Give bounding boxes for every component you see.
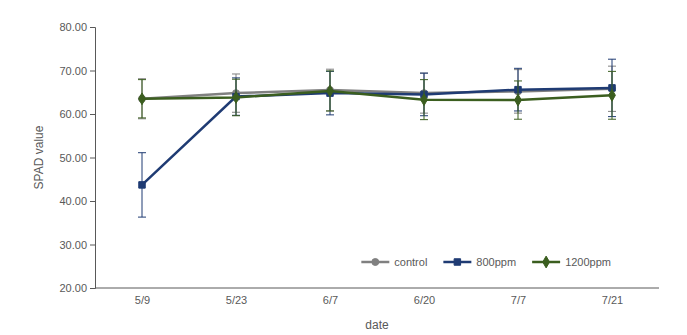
x-axis-title: date [365,318,389,332]
x-tick: 5/23 [226,288,247,306]
error-bar [138,79,146,119]
error-bar [138,80,146,118]
legend-marker [543,256,550,268]
y-axis-title: SPAD value [32,125,46,189]
error-bar-cap [608,119,616,120]
marker [139,182,145,188]
legend-item: 1200ppm [532,256,611,268]
series-line [142,88,612,185]
x-axis-line [95,288,659,289]
chart: 20.0030.0040.0050.0060.0070.0080.005/95/… [0,0,687,335]
y-tick-label: 50.00 [59,152,87,164]
y-tick: 30.00 [59,239,95,251]
error-bar-cap [138,118,146,119]
y-tick: 20.00 [59,282,95,294]
error-bar-cap [420,73,428,74]
y-tick-label: 60.00 [59,108,87,120]
error-bar [326,69,334,111]
error-bar-cap [608,71,616,72]
error-bar [138,153,146,217]
x-tick: 5/9 [135,288,150,306]
x-tick-label: 7/7 [511,294,526,306]
error-bar-cap [232,77,240,78]
plot-area [138,59,616,217]
error-bar [514,81,522,119]
series [138,71,616,120]
y-tick-mark [90,245,95,246]
y-tick-mark [90,201,95,202]
marker [139,93,146,105]
y-tick-label: 80.00 [59,21,87,33]
marker [327,85,334,97]
y-tick: 80.00 [59,21,95,33]
error-bar-cap [232,115,240,116]
error-bar [608,71,616,119]
error-bar-cap [420,73,428,74]
y-tick-mark [90,71,95,72]
series-line [142,91,612,100]
y-tick-label: 20.00 [59,282,87,294]
error-bar-cap [514,80,522,81]
x-tick-label: 6/20 [414,294,435,306]
error-bar-cap [326,70,334,71]
error-bar-cap [326,110,334,111]
legend-label: 1200ppm [565,256,611,268]
legend-marker [454,259,460,265]
error-bar-cap [138,117,146,118]
x-tick: 6/7 [323,288,338,306]
x-tick-label: 6/7 [323,294,338,306]
x-axis: 5/9 5/23 6/7 6/20 7/7 7/21 [95,288,659,306]
y-tick-label: 70.00 [59,65,87,77]
error-bar [232,78,240,115]
error-bar-cap [608,59,616,60]
y-tick-mark [90,27,95,28]
error-bar-cap [326,110,334,111]
error-bar-cap [514,119,522,120]
y-tick: 60.00 [59,108,95,120]
error-bar-cap [138,79,146,80]
error-bar-cap [138,217,146,218]
series [138,66,616,119]
error-bar-cap [420,119,428,120]
y-axis-line [90,28,96,289]
y-tick-mark [90,288,95,289]
error-bar-cap [514,68,522,69]
error-bar [420,80,428,120]
error-bar [326,71,334,111]
y-tick-mark [90,114,95,115]
legend-marker [372,259,379,266]
x-tick-label: 5/23 [226,294,247,306]
legend-item: 800ppm [443,256,516,268]
legend-item: control [361,256,427,268]
y-axis: 20.00 30.00 40.00 50.00 60.00 70.00 80.00 [59,21,95,294]
legend: control 800ppm 1200ppm [361,256,611,268]
error-bar [232,79,240,116]
y-tick-label: 40.00 [59,195,87,207]
error-bar-cap [138,78,146,79]
marker [233,92,240,104]
error-bar-cap [232,79,240,80]
series [138,59,616,217]
error-bar-cap [326,69,334,70]
y-tick: 70.00 [59,65,95,77]
legend-label: 800ppm [476,256,516,268]
error-bar [326,71,334,115]
legend-label: control [394,256,427,268]
y-tick-label: 30.00 [59,239,87,251]
marker [421,94,428,106]
x-tick-label: 7/21 [602,294,623,306]
y-tick: 50.00 [59,152,95,164]
x-tick: 6/20 [414,288,435,306]
y-tick: 40.00 [59,195,95,207]
error-bar-cap [138,152,146,153]
marker [609,89,616,101]
x-tick-label: 5/9 [135,294,150,306]
error-bar-cap [420,79,428,80]
x-tick: 7/7 [511,288,526,306]
error-bar-cap [326,114,334,115]
y-tick-mark [90,158,95,159]
x-tick: 7/21 [602,288,623,306]
marker [515,94,522,106]
error-bar-cap [232,73,240,74]
